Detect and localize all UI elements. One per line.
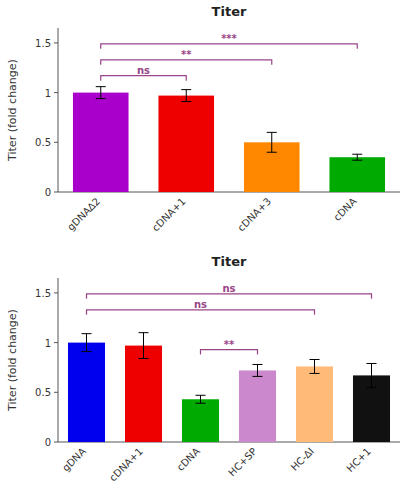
error-bar xyxy=(253,364,263,376)
x-tick-label: cDNA+1 xyxy=(107,446,145,484)
x-tick-label: cDNA+1 xyxy=(150,196,188,234)
x-tick-label: HC-∆I xyxy=(289,446,316,473)
figure: Titer Titer (fold change) 0 0.5 1 1.5 gDNA∆2 cD… xyxy=(0,0,416,500)
error-bar xyxy=(181,90,191,102)
y-tick xyxy=(54,92,58,93)
annotation: *** xyxy=(221,33,237,44)
bar xyxy=(158,96,214,192)
significance-bracket xyxy=(101,76,187,81)
x-tick-label: gDNA xyxy=(60,446,88,474)
x-tick-label: cDNA+3 xyxy=(235,196,273,234)
y-tick xyxy=(54,192,58,193)
x-tick-label: cDNA xyxy=(175,446,202,473)
x-tick-label: HC+1 xyxy=(344,446,372,474)
annotation: ns xyxy=(222,283,235,294)
annotation: ** xyxy=(224,339,235,350)
error-bar xyxy=(196,395,206,403)
y-tick-label: 1 xyxy=(45,338,51,349)
y-tick xyxy=(54,42,58,43)
significance-bracket xyxy=(101,60,272,65)
x-tick-label: cDNA xyxy=(331,196,358,223)
error-bar xyxy=(267,132,277,152)
significance-bracket xyxy=(101,44,358,49)
y-tick-label: 0.5 xyxy=(35,387,51,398)
x-tick-label: HC+SP xyxy=(226,446,259,479)
error-bar xyxy=(82,334,92,352)
x-tick-label: gDNA∆2 xyxy=(65,196,102,233)
chart: Titer Titer (fold change) 0 0.5 1 1.5 gDNA cDNA… xyxy=(6,254,400,483)
error-bar xyxy=(367,363,377,387)
y-tick-label: 1 xyxy=(45,88,51,99)
title: Titer xyxy=(212,4,247,19)
bar xyxy=(239,370,276,442)
annotation: ns xyxy=(137,65,150,76)
y-tick xyxy=(54,342,58,343)
significance-bracket xyxy=(201,350,258,355)
y-tick xyxy=(54,442,58,443)
y-axis-label: Titer (fold change) xyxy=(6,309,19,412)
y-tick xyxy=(54,292,58,293)
title: Titer xyxy=(212,254,247,269)
significance-bracket xyxy=(87,310,315,315)
annotation: ns xyxy=(194,299,207,310)
y-tick-label: 1.5 xyxy=(35,288,51,299)
y-tick-label: 0 xyxy=(45,437,51,448)
bar xyxy=(296,366,333,442)
plot-area xyxy=(68,333,390,442)
bar xyxy=(68,343,105,442)
y-tick xyxy=(54,392,58,393)
error-bar xyxy=(352,154,362,160)
error-bar xyxy=(310,360,320,374)
annotation: ** xyxy=(181,49,192,60)
y-tick-label: 0 xyxy=(45,187,51,198)
y-tick-label: 0.5 xyxy=(35,137,51,148)
x-axis xyxy=(58,442,400,443)
y-axis-label: Titer (fold change) xyxy=(6,59,19,162)
y-axis xyxy=(58,278,59,442)
bar xyxy=(329,157,385,192)
chart: Titer Titer (fold change) 0 0.5 1 1.5 gDNA∆2 cD… xyxy=(6,4,400,233)
y-tick xyxy=(54,142,58,143)
plot-area xyxy=(73,87,385,192)
bar xyxy=(182,399,219,442)
error-bar xyxy=(139,333,149,359)
bar xyxy=(73,93,129,192)
significance-bracket xyxy=(87,294,372,299)
error-bar xyxy=(96,87,106,99)
bar xyxy=(125,346,162,442)
y-tick-label: 1.5 xyxy=(35,38,51,49)
y-axis xyxy=(58,28,59,192)
